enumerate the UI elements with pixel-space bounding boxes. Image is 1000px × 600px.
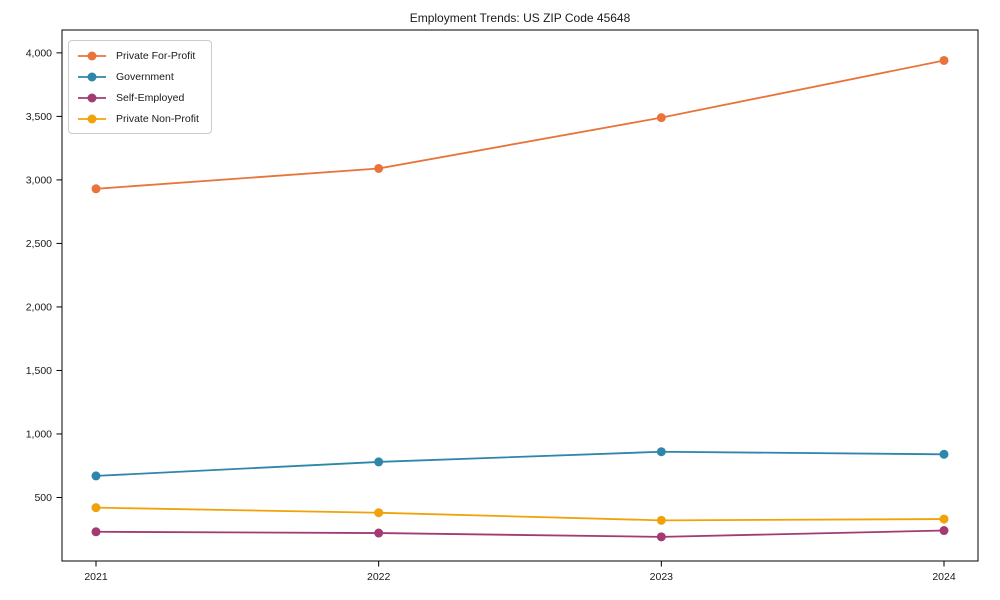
- x-tick-label: 2024: [932, 571, 956, 583]
- y-tick-label: 2,500: [26, 238, 52, 250]
- series-marker-private-for-profit: [91, 184, 101, 194]
- legend-marker-icon: [78, 114, 106, 123]
- legend-dot: [87, 114, 97, 123]
- y-tick-label: 1,500: [26, 365, 52, 377]
- legend-label: Government: [116, 70, 174, 83]
- chart-title: Employment Trends: US ZIP Code 45648: [409, 11, 631, 25]
- series-marker-government: [91, 471, 101, 481]
- series-marker-government: [939, 449, 949, 459]
- series-marker-private-for-profit: [939, 55, 949, 65]
- legend-item: Self-Employed: [77, 89, 199, 106]
- axes-frame: [61, 29, 979, 562]
- series-line-private-non-profit: [95, 506, 945, 522]
- series-marker-self-employed: [656, 532, 666, 542]
- legend-dot: [87, 72, 97, 81]
- series-marker-private-non-profit: [374, 508, 384, 518]
- y-tick-label: 3,000: [26, 174, 52, 186]
- x-tick-label: 2023: [650, 571, 674, 583]
- series-marker-private-non-profit: [656, 515, 666, 525]
- y-tick-label: 2,000: [26, 301, 52, 313]
- legend-label: Private For-Profit: [116, 49, 196, 62]
- x-tick-label: 2021: [84, 571, 108, 583]
- legend-marker-icon: [78, 51, 106, 60]
- y-tick-label: 4,000: [26, 47, 52, 59]
- series-marker-self-employed: [939, 526, 949, 536]
- series-marker-self-employed: [374, 528, 384, 538]
- legend-item: Private For-Profit: [77, 47, 199, 64]
- legend-dot: [87, 93, 97, 102]
- series-marker-private-non-profit: [939, 514, 949, 524]
- series-line-private-for-profit: [95, 59, 945, 190]
- legend-item: Private Non-Profit: [77, 110, 199, 127]
- legend-label: Self-Employed: [116, 91, 185, 104]
- legend-marker-icon: [78, 93, 106, 102]
- legend: Private For-Profit Government Self-Employe…: [68, 40, 212, 134]
- legend-label: Private Non-Profit: [116, 112, 199, 125]
- series-marker-private-non-profit: [91, 503, 101, 513]
- series-marker-government: [656, 447, 666, 457]
- legend-dot: [87, 51, 97, 60]
- series-line-self-employed: [95, 529, 945, 538]
- y-tick-label: 1,000: [26, 428, 52, 440]
- series-marker-government: [374, 457, 384, 467]
- y-tick-label: 500: [34, 492, 52, 504]
- legend-marker-icon: [78, 72, 106, 81]
- legend-item: Government: [77, 68, 199, 85]
- series-marker-private-for-profit: [374, 163, 384, 173]
- x-tick-label: 2022: [367, 571, 391, 583]
- y-tick-label: 3,500: [26, 111, 52, 123]
- series-line-government: [95, 450, 945, 477]
- series-marker-self-employed: [91, 527, 101, 537]
- series-marker-private-for-profit: [656, 113, 666, 123]
